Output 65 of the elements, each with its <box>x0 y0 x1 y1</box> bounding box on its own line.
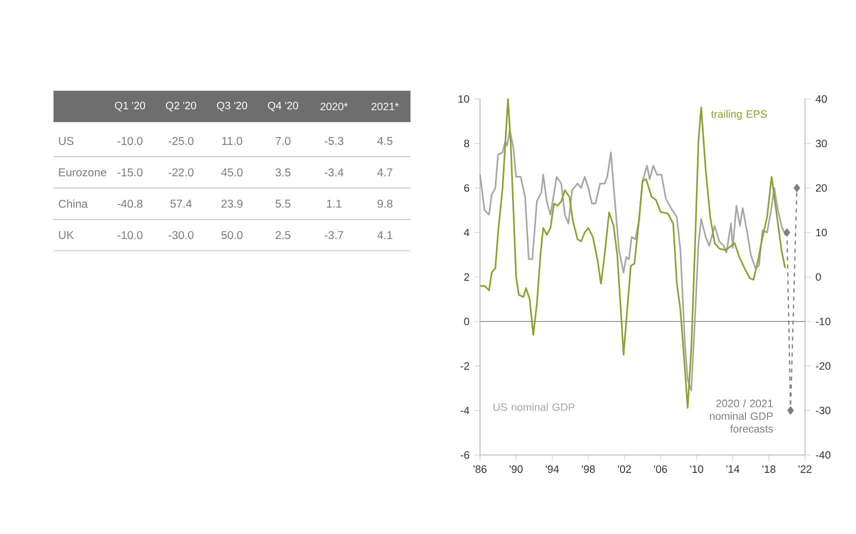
category-label: US <box>59 136 74 145</box>
text: -22.0 <box>168 168 194 176</box>
x-tick-label: '98 <box>582 465 595 473</box>
text: -10.0 <box>118 231 142 240</box>
text: 3.5 <box>276 168 290 176</box>
y2-tick-label: -20 <box>816 362 830 370</box>
y-tick-label: 8 <box>464 140 470 148</box>
text: 7.0 <box>276 136 290 145</box>
y-tick-label: -6 <box>460 451 470 459</box>
y2-tick-label: -40 <box>816 451 830 459</box>
text: -5.3 <box>324 136 344 145</box>
x-tick-label: '94 <box>546 465 559 473</box>
y2-tick-label: -10 <box>816 318 830 326</box>
text: -30.0 <box>168 231 194 240</box>
text: 2.5 <box>276 231 290 240</box>
text: 45.0 <box>221 168 243 176</box>
text: 50.0 <box>221 231 243 240</box>
text: 4.5 <box>377 137 392 145</box>
text: 4.1 <box>377 231 392 239</box>
y-tick-label: 0 <box>464 318 470 326</box>
x-tick-label: '90 <box>510 465 523 473</box>
y2-tick-label: 10 <box>816 228 827 236</box>
text: 5.5 <box>276 200 290 208</box>
series-label: 2020 / 2021 nominal GDP forecasts <box>710 399 773 433</box>
category-label: Q1 '20 <box>114 102 146 112</box>
x-tick-label: '14 <box>726 465 740 473</box>
text: 11.0 <box>222 136 242 145</box>
category-label: UK <box>59 231 74 240</box>
y-tick-label: 2 <box>464 273 470 281</box>
text: US nominal GDP <box>494 403 575 411</box>
y-tick-label: -4 <box>460 406 470 414</box>
x-tick-label: '86 <box>474 465 486 473</box>
category-label: Eurozone <box>59 168 106 176</box>
text: -25.0 <box>168 136 194 145</box>
category-label: 2020* <box>320 102 348 110</box>
y-tick-label: 4 <box>464 228 470 236</box>
text: -10.0 <box>118 136 142 145</box>
y2-tick-label: 40 <box>816 95 827 103</box>
y2-tick-label: -30 <box>816 406 830 414</box>
y-tick-label: -2 <box>460 362 470 370</box>
text: -15.0 <box>118 168 142 176</box>
x-tick-label: '06 <box>654 465 668 473</box>
category-label: Q4 '20 <box>268 102 298 112</box>
text: -3.4 <box>324 168 344 176</box>
category-label: China <box>58 200 88 208</box>
text: 1.1 <box>326 200 342 208</box>
y2-tick-label: 30 <box>816 140 827 148</box>
text: -40.8 <box>118 200 142 208</box>
text: -3.7 <box>324 231 344 240</box>
x-tick-label: '22 <box>798 465 812 473</box>
y-tick-label: 10 <box>458 95 470 103</box>
text: 23.9 <box>222 200 242 208</box>
text: 57.4 <box>170 200 192 208</box>
y2-tick-label: 20 <box>816 184 827 192</box>
y-tick-label: 6 <box>464 184 470 192</box>
y2-tick-label: 0 <box>816 273 821 281</box>
text: 4.7 <box>377 168 392 176</box>
x-tick-label: '02 <box>618 465 631 473</box>
category-label: Q2 '20 <box>166 102 196 112</box>
category-label: Q3 '20 <box>216 102 248 112</box>
x-tick-label: '18 <box>762 465 776 473</box>
category-label: 2021* <box>372 102 399 110</box>
x-tick-label: '10 <box>690 465 704 473</box>
text: 9.8 <box>378 200 392 208</box>
series-label: trailing EPS <box>711 110 767 120</box>
